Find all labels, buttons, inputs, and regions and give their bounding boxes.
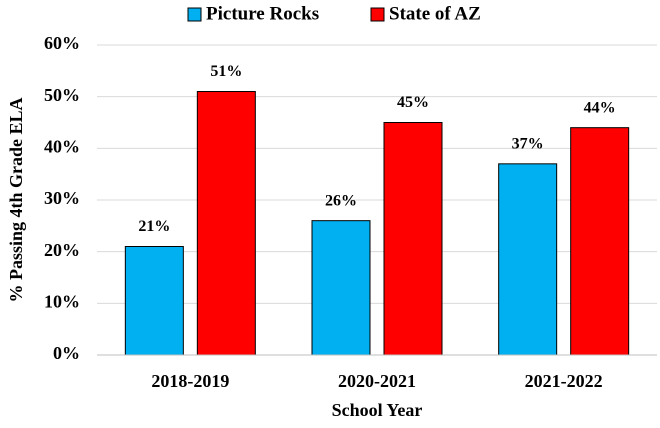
y-tick-label: 10% [44,291,80,311]
value-label: 37% [512,136,544,153]
y-axis-title: % Passing 4th Grade ELA [6,97,26,302]
legend-swatch [370,7,385,22]
y-tick-label: 40% [44,136,80,156]
legend-label: State of AZ [389,3,481,24]
value-label: 51% [210,63,242,80]
value-label: 21% [138,218,170,235]
x-axis-title: School Year [332,400,423,420]
value-label: 26% [325,192,357,209]
value-label: 45% [397,94,429,111]
value-label: 44% [584,99,616,116]
y-tick-label: 50% [44,85,80,105]
bar [498,163,558,356]
bar [196,91,256,356]
legend-swatch [187,7,202,22]
y-tick-label: 30% [44,188,80,208]
y-tick-label: 60% [44,33,80,53]
x-tick-label: 2021-2022 [525,371,603,391]
bar [124,246,184,356]
legend-label: Picture Rocks [206,3,319,24]
y-tick-label: 20% [44,240,80,260]
bar [570,127,630,356]
bar [311,220,371,356]
x-tick-label: 2020-2021 [338,371,416,391]
bar [383,122,443,356]
x-tick-label: 2018-2019 [151,371,229,391]
y-tick-label: 0% [53,343,80,363]
